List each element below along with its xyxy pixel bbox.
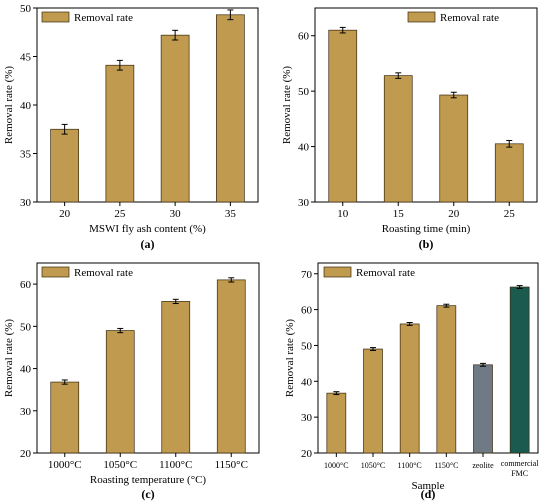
y-tick-label: 30 [301, 412, 313, 424]
x-axis-label: Sample [412, 480, 445, 492]
bar [494, 143, 524, 203]
x-tick-label: 1050°C [361, 461, 386, 470]
y-tick-label: 30 [20, 197, 32, 209]
y-tick-label: 20 [20, 448, 32, 460]
plot-frame [317, 262, 539, 454]
bar [326, 392, 347, 454]
y-axis-label: Removal rate (%) [3, 319, 15, 398]
bar [363, 348, 383, 454]
bar [436, 305, 457, 454]
x-tick-label: 1100°C [159, 459, 192, 471]
x-tick-label: 1150°C [215, 459, 248, 471]
bar [160, 34, 190, 203]
x-tick-label: 1000°C [324, 461, 349, 470]
legend-label: Removal rate [440, 12, 499, 24]
y-tick-label: 60 [301, 305, 313, 317]
plot-frame [36, 262, 260, 454]
x-tick-label: 25 [504, 208, 516, 220]
chart-panel-2: 10 15 20 25 30 40 50 60 Roasting time (min) Remov… [281, 7, 538, 251]
y-tick-label: 50 [301, 340, 313, 352]
bar [509, 286, 530, 454]
y-tick-label: 40 [298, 142, 310, 154]
x-tick-label: 1150°C [434, 461, 458, 470]
panel-label: (d) [421, 487, 436, 501]
x-axis-label: Roasting time (min) [382, 223, 471, 235]
bar [105, 330, 135, 454]
y-axis-label: Removal rate (%) [3, 66, 15, 145]
bar [383, 75, 413, 203]
bar [439, 94, 469, 203]
legend-swatch [323, 266, 352, 278]
y-tick-label: 40 [20, 364, 32, 376]
x-axis-label: MSWI fly ash content (%) [89, 223, 206, 235]
legend-swatch [41, 11, 70, 23]
legend-swatch [407, 11, 436, 23]
chart-panel-4: 1000°C 1050°C 1100°C 1150°C zeolite commercia… [284, 262, 540, 501]
y-tick-label: 40 [301, 376, 313, 388]
y-tick-label: 70 [301, 269, 313, 281]
bar [50, 381, 80, 454]
y-tick-label: 60 [298, 31, 310, 43]
bar [399, 323, 420, 454]
x-tick-label: 15 [393, 208, 405, 220]
bar [50, 128, 79, 203]
y-tick-label: 30 [298, 197, 310, 209]
y-tick-label: 50 [298, 86, 310, 98]
x-tick-label: commercial FMC [501, 459, 540, 478]
x-tick-label: 1050°C [103, 459, 137, 471]
bar [105, 64, 135, 203]
x-axis-label: Roasting temperature (°C) [90, 474, 207, 486]
x-tick-label: zeolite [472, 461, 494, 470]
x-tick-label: 30 [170, 208, 182, 220]
y-tick-label: 40 [20, 100, 32, 112]
y-tick-label: 30 [20, 406, 32, 418]
x-tick-label: 35 [225, 208, 237, 220]
x-tick-label: 20 [448, 208, 460, 220]
x-tick-label: 25 [114, 208, 126, 220]
bar [161, 301, 191, 454]
chart-panel-3: 1000°C 1050°C 1100°C 1150°C 20 30 40 50 60 Roasti… [3, 262, 260, 501]
y-tick-label: 50 [20, 3, 32, 15]
x-tick-label: 1000°C [48, 459, 82, 471]
x-tick-label: 20 [59, 208, 71, 220]
panel-label: (b) [419, 237, 434, 251]
y-axis-label: Removal rate (%) [284, 319, 296, 398]
legend-label: Removal rate [74, 12, 133, 24]
bar [216, 14, 245, 203]
y-axis-label: Removal rate (%) [281, 66, 293, 145]
y-tick-label: 20 [301, 448, 313, 460]
panel-label: (a) [141, 237, 155, 251]
x-tick-label: 1100°C [398, 461, 422, 470]
legend-label: Removal rate [356, 267, 415, 279]
plot-frame [314, 7, 538, 203]
bar [473, 364, 493, 454]
bar [216, 279, 246, 454]
y-tick-label: 50 [20, 321, 32, 333]
bar [328, 29, 358, 203]
panel-label: (c) [141, 487, 154, 501]
legend-label: Removal rate [74, 267, 133, 279]
x-tick-label: 10 [337, 208, 349, 220]
chart-panel-1: 20 25 30 35 30 35 40 45 50 MSWI fly ash content (… [3, 3, 259, 251]
y-tick-label: 45 [20, 52, 32, 64]
legend-swatch [41, 266, 70, 278]
y-tick-label: 35 [20, 149, 32, 161]
y-tick-label: 60 [20, 279, 32, 291]
